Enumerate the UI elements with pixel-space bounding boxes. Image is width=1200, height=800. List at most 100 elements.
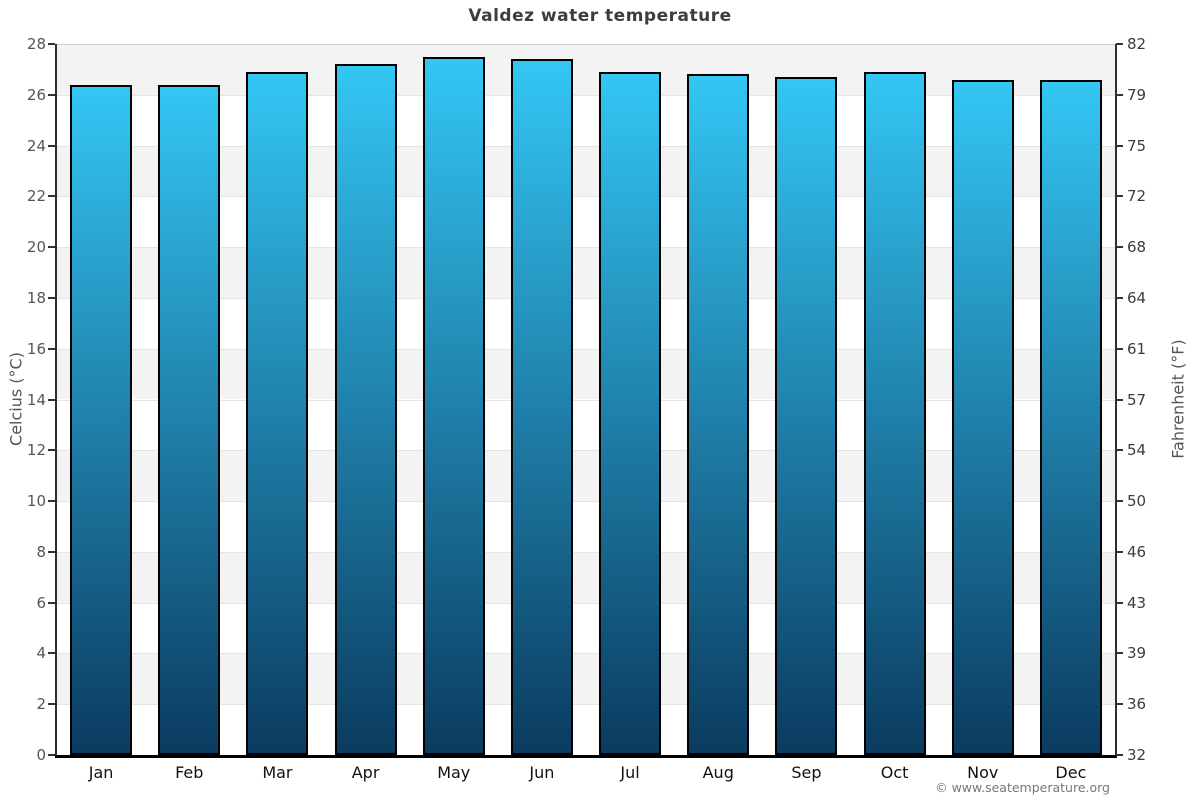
y-tick-label-right: 43 xyxy=(1127,593,1147,612)
bar-aug[interactable] xyxy=(687,74,750,755)
x-axis-label-aug: Aug xyxy=(702,763,734,782)
y-tick-mark-left xyxy=(48,144,55,147)
plot-area xyxy=(57,44,1115,755)
x-axis-label-dec: Dec xyxy=(1055,763,1087,782)
plot-band xyxy=(57,501,1115,552)
y-tick-label-left: 24 xyxy=(26,136,46,155)
y-tick-mark-right xyxy=(1116,43,1123,45)
bar-oct[interactable] xyxy=(863,71,926,755)
plot-band xyxy=(57,196,1115,248)
y-tick-mark-left xyxy=(48,500,55,503)
x-axis-label-may: May xyxy=(437,763,471,782)
y-tick-mark-right xyxy=(1116,703,1123,706)
y-tick-mark-right xyxy=(1116,144,1123,147)
y-tick-mark-right xyxy=(1116,398,1123,401)
plot-band xyxy=(57,297,1115,349)
y-tick-mark-right xyxy=(1116,500,1123,503)
x-axis-label-oct: Oct xyxy=(880,763,909,782)
y-tick-mark-right xyxy=(1116,449,1123,452)
y-tick-mark-right xyxy=(1116,550,1123,553)
y-tick-label-right: 72 xyxy=(1127,187,1147,206)
bar-mar[interactable] xyxy=(246,71,309,755)
y-axis-line-right xyxy=(1115,44,1117,755)
bar-jan[interactable] xyxy=(70,84,133,755)
bar-sep[interactable] xyxy=(775,77,838,755)
y-tick-label-right: 36 xyxy=(1127,695,1147,714)
y-tick-mark-right xyxy=(1116,93,1123,96)
x-axis-label-apr: Apr xyxy=(351,763,380,782)
y-tick-mark-right xyxy=(1116,347,1123,350)
y-tick-label-left: 6 xyxy=(36,593,46,612)
y-tick-label-right: 68 xyxy=(1127,238,1147,257)
bar-jun[interactable] xyxy=(510,59,573,755)
bar-jul[interactable] xyxy=(599,71,662,755)
y-tick-mark-left xyxy=(48,43,55,45)
y-tick-label-right: 57 xyxy=(1127,390,1147,409)
x-axis-label-jan: Jan xyxy=(88,763,114,782)
plot-band xyxy=(57,399,1115,451)
plot-band xyxy=(57,94,1115,146)
y-tick-label-right: 79 xyxy=(1127,85,1147,104)
chart-title: Valdez water temperature xyxy=(468,6,732,26)
bar-apr[interactable] xyxy=(334,64,397,755)
y-tick-mark-left xyxy=(48,398,55,401)
gridline xyxy=(57,501,1115,503)
y-tick-label-right: 64 xyxy=(1127,288,1147,307)
plot-band xyxy=(57,551,1115,603)
plot-band xyxy=(57,145,1115,197)
y-tick-mark-left xyxy=(48,601,55,604)
plot-band xyxy=(57,348,1115,400)
y-tick-label-left: 18 xyxy=(26,288,46,307)
y-tick-mark-left xyxy=(48,296,55,299)
plot-band xyxy=(57,602,1115,654)
y-axis-line-left xyxy=(55,44,57,755)
y-tick-mark-left xyxy=(48,93,55,96)
x-axis-label-nov: Nov xyxy=(967,763,999,782)
gridline xyxy=(57,44,1115,45)
y-tick-mark-left xyxy=(48,195,55,198)
bar-nov[interactable] xyxy=(951,79,1014,755)
y-tick-label-right: 46 xyxy=(1127,542,1147,561)
y-tick-mark-right xyxy=(1116,652,1123,655)
gridline xyxy=(57,247,1115,249)
y-tick-mark-left xyxy=(48,449,55,452)
x-axis-label-jun: Jun xyxy=(529,763,555,782)
gridline xyxy=(57,399,1115,401)
plot-band xyxy=(57,450,1115,502)
y-tick-label-left: 0 xyxy=(36,746,46,764)
y-tick-label-right: 54 xyxy=(1127,441,1147,460)
x-axis-label-sep: Sep xyxy=(791,763,822,782)
x-axis-label-mar: Mar xyxy=(262,763,293,782)
gridline xyxy=(57,145,1115,147)
y-tick-label-left: 14 xyxy=(26,390,46,409)
plot-band xyxy=(57,653,1115,705)
y-tick-label-left: 8 xyxy=(36,542,46,561)
bar-dec[interactable] xyxy=(1039,79,1102,755)
y-tick-mark-left xyxy=(48,754,55,756)
plot-band xyxy=(57,247,1115,298)
y-tick-mark-left xyxy=(48,246,55,249)
gridline xyxy=(57,704,1115,706)
gridline xyxy=(57,450,1115,452)
y-tick-label-right: 61 xyxy=(1127,339,1147,358)
bar-may[interactable] xyxy=(422,56,485,755)
x-axis-label-feb: Feb xyxy=(175,763,204,782)
y-tick-label-left: 20 xyxy=(26,238,46,257)
copyright-link[interactable]: © www.seatemperature.org xyxy=(935,780,1110,795)
y-tick-mark-right xyxy=(1116,246,1123,249)
y-tick-mark-right xyxy=(1116,754,1123,756)
y-tick-label-right: 82 xyxy=(1127,35,1147,53)
y-tick-mark-right xyxy=(1116,296,1123,299)
gridline xyxy=(57,348,1115,350)
bar-feb[interactable] xyxy=(158,84,221,755)
y-tick-mark-right xyxy=(1116,195,1123,198)
y-tick-mark-right xyxy=(1116,601,1123,604)
y-tick-mark-left xyxy=(48,652,55,655)
gridline xyxy=(57,94,1115,96)
plot-band xyxy=(57,704,1115,755)
y-tick-mark-left xyxy=(48,703,55,706)
gridline xyxy=(57,297,1115,299)
y-tick-label-right: 75 xyxy=(1127,136,1147,155)
y-tick-label-left: 2 xyxy=(36,695,46,714)
